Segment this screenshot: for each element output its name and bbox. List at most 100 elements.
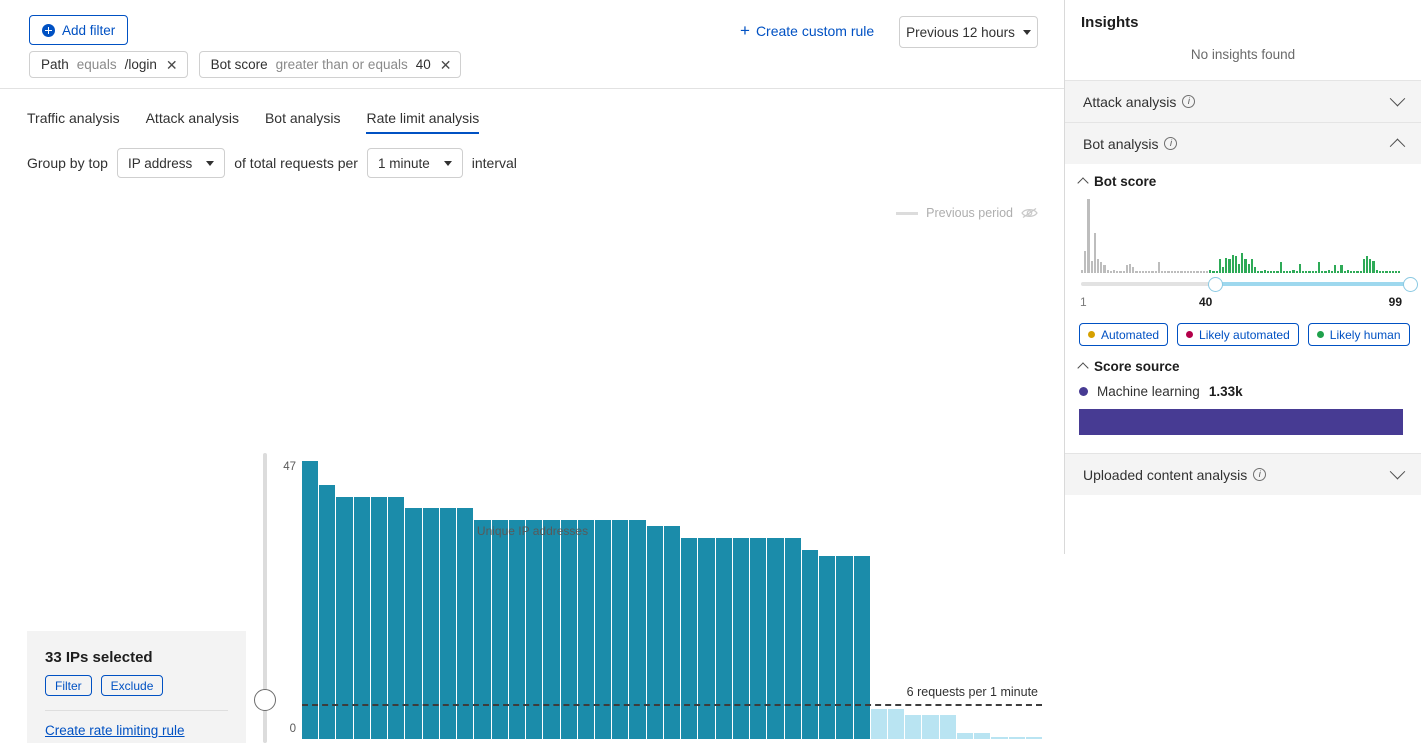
bar[interactable]: [732, 537, 750, 739]
filter-button[interactable]: Filter: [45, 675, 92, 696]
histogram-bar: [1145, 271, 1148, 273]
bar[interactable]: [681, 537, 698, 739]
threshold-label: 6 requests per 1 minute: [906, 684, 1038, 699]
tag-likely-human[interactable]: Likely human: [1307, 323, 1410, 346]
histogram-bar: [1346, 269, 1350, 273]
range-mid-label: 40: [1199, 295, 1213, 309]
time-range-select[interactable]: Previous 12 hours: [899, 16, 1038, 48]
filter-chip-path[interactable]: Path equals /login ✕: [29, 51, 188, 78]
histogram-bar: [1356, 271, 1359, 273]
bar[interactable]: [577, 520, 594, 739]
eye-hidden-icon[interactable]: [1021, 207, 1038, 219]
bot-score-heading: Bot score: [1094, 174, 1157, 189]
bot-score-heading-row[interactable]: Bot score: [1077, 174, 1403, 189]
bar[interactable]: [526, 520, 543, 739]
chevron-down-icon: [1022, 29, 1031, 35]
info-icon[interactable]: i: [1253, 468, 1267, 481]
score-source-item[interactable]: Machine learning 1.33k: [1079, 384, 1403, 399]
tag-automated[interactable]: Automated: [1079, 323, 1169, 346]
histogram-bar: [1340, 265, 1343, 273]
tab-bot-analysis[interactable]: Bot analysis: [264, 110, 341, 126]
close-icon[interactable]: ✕: [439, 56, 452, 73]
histogram-bar: [1151, 271, 1154, 273]
exclude-button[interactable]: Exclude: [100, 675, 164, 696]
bar[interactable]: [991, 736, 1008, 739]
histogram-bar: [1231, 254, 1234, 273]
bar[interactable]: [887, 709, 905, 739]
create-rate-limiting-rule-link[interactable]: Create rate limiting rule: [45, 723, 185, 738]
bar[interactable]: [474, 520, 491, 739]
bar[interactable]: [750, 537, 767, 739]
histogram-bar: [1327, 269, 1330, 273]
accordion-uploaded-content-analysis[interactable]: Uploaded content analysis i: [1065, 453, 1421, 495]
bar[interactable]: [801, 549, 819, 739]
bar[interactable]: [870, 709, 887, 739]
bar[interactable]: [939, 715, 956, 739]
threshold-slider-handle[interactable]: [254, 689, 276, 711]
bar[interactable]: [905, 715, 922, 739]
info-icon[interactable]: i: [1182, 95, 1196, 108]
tag-likely-automated[interactable]: Likely automated: [1177, 323, 1299, 346]
bar[interactable]: [663, 526, 681, 739]
bar[interactable]: [836, 555, 853, 739]
info-icon[interactable]: i: [1164, 137, 1178, 150]
chart-legend-previous-period[interactable]: Previous period: [896, 206, 1038, 220]
plus-circle-icon: [42, 23, 55, 37]
bar[interactable]: [853, 555, 870, 739]
add-filter-button[interactable]: Add filter: [29, 15, 129, 45]
bar[interactable]: [974, 733, 991, 739]
histogram-bar: [1385, 271, 1388, 273]
status-dot: [1316, 331, 1324, 338]
accordion-attack-analysis[interactable]: Attack analysis i: [1065, 80, 1421, 122]
interval-select[interactable]: 1 minute: [366, 148, 463, 178]
histogram-bar: [1318, 262, 1321, 273]
bar[interactable]: [698, 537, 715, 739]
bar[interactable]: [819, 555, 836, 739]
histogram-bar: [1286, 271, 1289, 273]
histogram-bar: [1218, 259, 1221, 273]
histogram-bar: [1084, 251, 1087, 273]
bar[interactable]: [594, 520, 612, 739]
histogram-bar: [1244, 259, 1247, 273]
bar[interactable]: [767, 537, 784, 739]
histogram-bar: [1292, 269, 1295, 273]
bar[interactable]: [560, 520, 577, 739]
group-by-prefix-label: Group by top: [27, 155, 108, 171]
histogram-bar: [1157, 262, 1161, 273]
bar[interactable]: [646, 526, 663, 739]
histogram-bar: [1298, 263, 1302, 273]
bar[interactable]: [1025, 737, 1043, 739]
histogram-bar: [1161, 271, 1164, 273]
bot-score-range-slider[interactable]: [1079, 275, 1418, 293]
tab-rate-limit-analysis[interactable]: Rate limit analysis: [366, 110, 480, 134]
tab-attack-analysis[interactable]: Attack analysis: [145, 110, 239, 126]
accordion-bot-analysis[interactable]: Bot analysis i: [1065, 122, 1421, 164]
range-handle-low[interactable]: [1207, 277, 1223, 292]
score-source-heading-row[interactable]: Score source: [1077, 359, 1403, 374]
chip-operator: greater than or equals: [275, 57, 408, 72]
histogram-bar: [1253, 266, 1257, 273]
accordion-label: Bot analysis: [1083, 135, 1159, 152]
close-icon[interactable]: ✕: [165, 56, 178, 73]
dimension-select[interactable]: IP address: [116, 148, 226, 178]
bar[interactable]: [784, 537, 801, 739]
bar[interactable]: [1008, 737, 1025, 739]
rate-limit-chart: 47 0 6 requests per 1 minute 33 IPs sele…: [0, 225, 1065, 743]
bar[interactable]: [543, 520, 560, 739]
bar[interactable]: [715, 537, 732, 739]
create-custom-rule-link[interactable]: + Create custom rule: [740, 22, 874, 39]
tab-traffic-analysis[interactable]: Traffic analysis: [27, 110, 120, 126]
chip-field: Path: [41, 57, 69, 72]
histogram-bar: [1391, 271, 1394, 273]
bar[interactable]: [612, 520, 629, 739]
bar[interactable]: [956, 733, 974, 739]
bar[interactable]: [491, 520, 508, 739]
bar[interactable]: [629, 520, 646, 739]
range-handle-high[interactable]: [1403, 277, 1418, 292]
bar[interactable]: [319, 484, 336, 739]
bar[interactable]: [922, 715, 939, 739]
bar[interactable]: [508, 520, 526, 739]
filter-chip-bot-score[interactable]: Bot score greater than or equals 40 ✕: [198, 51, 462, 78]
bar[interactable]: [302, 461, 319, 739]
